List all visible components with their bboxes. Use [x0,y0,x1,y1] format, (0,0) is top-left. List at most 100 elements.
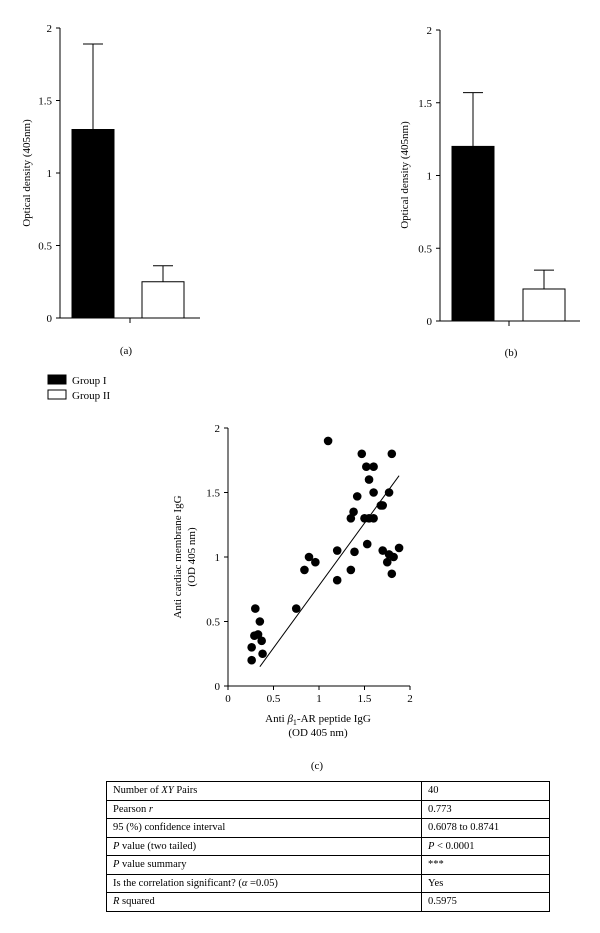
panel-c-points [247,436,404,665]
scatter-point [332,575,342,585]
panel-c-y-label-line1: Anti cardiac membrane IgG [172,495,184,618]
scatter-point [257,636,266,646]
table-cell-value: 0.6078 to 0.8741 [421,818,550,838]
legend-label-group-1: Group I [72,375,107,387]
bar-group-i [451,145,495,322]
table-cell-label: Is the correlation significant? (α =0.05… [106,873,422,893]
panel-c-x-label-line1: Anti β1-AR peptide IgG [265,713,371,727]
table-cell-label: 95 (%) confidence interval [106,818,422,838]
y-tick-label: 1.5 [418,98,432,110]
scatter-point [349,507,358,517]
table-row: P value (two tailed) P < 0.0001 [106,836,550,856]
x-tick-label: 2 [407,693,413,705]
table-cell-value: P < 0.0001 [421,836,550,856]
panel-c-yaxis-ticks: 0 0.5 1 1.5 2 [206,423,228,693]
panel-c-xaxis-ticks: 0 0.5 1 1.5 2 [225,686,413,705]
panel-a-y-label: Optical density (405nm) [21,119,33,227]
correlation-stats-table: Number of XY Pairs 40 Pearson r 0.773 95 (%)… [106,781,550,912]
scatter-point [387,569,397,579]
scatter-point [311,557,320,567]
scatter-point [304,552,314,562]
scatter-point [362,539,372,549]
scatter-point [384,488,394,497]
panel-b-y-label: Optical density (405nm) [399,121,411,229]
legend: Group I Group II [47,374,111,402]
bar-group-ii [522,288,566,322]
scatter-point [247,655,256,665]
panel-c-scatter-plot: 0 0.5 1 1.5 2 0 0.5 1 1.5 2 Anti cardiac membran… [172,423,413,772]
y-tick-label: 0.5 [418,243,432,255]
scatter-point [357,449,367,459]
panel-b-bars [451,92,566,322]
table-cell-value: 0.773 [421,799,550,819]
y-tick-label: 2 [47,23,53,35]
table-row: R squared 0.5975 [106,892,550,912]
scatter-point [255,617,265,626]
scatter-point [369,462,378,472]
table-cell-label: P value summary [106,855,422,875]
table-row: P value summary *** [106,855,550,875]
y-tick-label: 0 [427,316,433,328]
panel-c-caption: (c) [311,760,324,772]
scatter-point [382,557,392,567]
panel-a-yaxis-ticks: 0 0.5 1 1.5 2 [38,23,60,325]
scatter-point [378,546,388,555]
panel-c-regression-line [259,475,400,667]
table-row: Is the correlation significant? (α =0.05… [106,873,550,893]
table-row: 95 (%) confidence interval 0.6078 to 0.87… [106,818,550,838]
panel-b-caption: (b) [505,347,518,359]
table-row: Number of XY Pairs 40 [106,781,550,801]
scatter-point [369,488,378,497]
y-tick-label: 2 [427,25,433,37]
x-tick-label: 1 [316,693,322,705]
table-cell-value: Yes [421,873,550,893]
panel-c-x-label-line2: (OD 405 nm) [288,727,348,739]
panel-b-yaxis-ticks: 0 0.5 1 1.5 2 [418,25,440,328]
table-cell-value: 40 [421,781,550,801]
x-tick-label: 0.5 [267,693,281,705]
scatter-point [378,501,388,510]
panel-a-bars [71,43,185,319]
y-tick-label: 1.5 [38,96,52,108]
legend-swatch-group-2 [47,389,67,400]
scatter-point [362,462,371,472]
x-tick-label: 1.5 [358,693,372,705]
y-tick-label: 0.5 [206,617,220,629]
scatter-point [323,436,333,446]
scatter-point [350,547,359,557]
panel-b-bar-chart: 0 0.5 1 1.5 2 Optical density (405nm) (b) [399,25,580,359]
panel-a-caption: (a) [120,345,133,357]
scatter-point [389,552,398,562]
y-tick-label: 1 [215,552,221,564]
scatter-point [369,514,378,523]
scatter-point [332,546,342,555]
scatter-point [364,475,374,484]
y-tick-label: 0.5 [38,241,52,253]
y-tick-label: 1.5 [206,488,220,500]
table-cell-label: Pearson r [106,799,422,819]
scatter-point [352,492,362,501]
scatter-point [346,514,356,523]
x-tick-label: 0 [225,693,231,705]
scatter-point [247,643,256,652]
table-cell-value: 0.5975 [421,892,550,912]
scatter-point [251,604,260,613]
panel-c-y-label-line2: (OD 405 nm) [186,527,198,587]
table-cell-label: Number of XY Pairs [106,781,422,801]
y-tick-label: 1 [47,168,53,180]
bar-group-i [71,129,115,319]
bar-group-ii [141,281,185,319]
table-cell-label: P value (two tailed) [106,836,422,856]
scatter-point [300,565,309,575]
table-cell-label: R squared [106,892,422,912]
y-tick-label: 0 [47,313,53,325]
stats-table-body: Number of XY Pairs 40 Pearson r 0.773 95 (%)… [106,781,550,912]
scatter-point [394,543,404,553]
y-tick-label: 2 [215,423,221,435]
table-cell-value: *** [421,855,550,875]
scatter-point [346,565,356,575]
scatter-point [258,649,267,659]
legend-swatch-group-1 [47,374,67,385]
scatter-point [253,630,263,639]
table-row: Pearson r 0.773 [106,799,550,819]
